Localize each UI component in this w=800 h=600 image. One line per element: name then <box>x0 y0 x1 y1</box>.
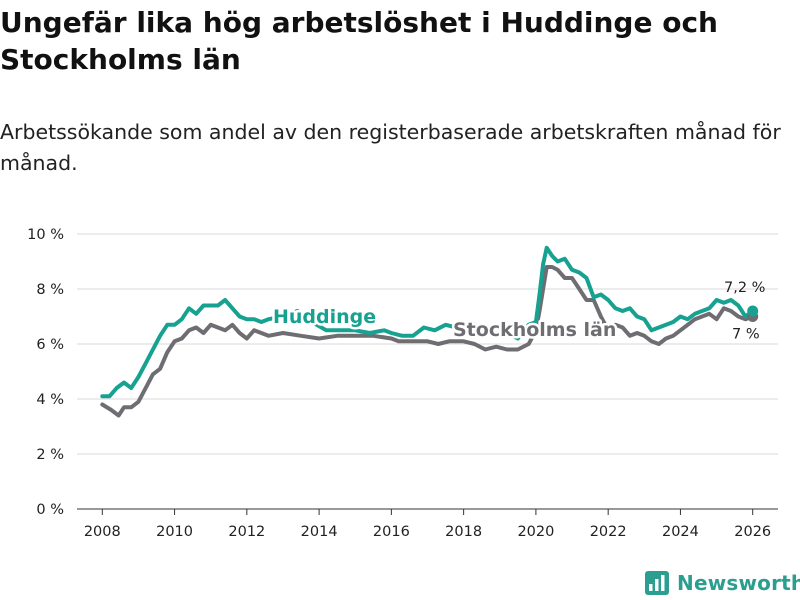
gridlines <box>77 233 778 455</box>
chart-title: Ungefär lika hög arbetslöshet i Huddinge… <box>0 6 718 76</box>
end-point-huddinge <box>747 305 759 317</box>
x-tick-label: 2010 <box>156 524 193 540</box>
x-tick-label: 2024 <box>662 524 699 540</box>
newsworthy-logo: Newsworthy <box>645 568 800 598</box>
x-tick-label: 2018 <box>445 524 482 540</box>
x-tick-label: 2012 <box>228 524 265 540</box>
x-tick-label: 2014 <box>301 524 338 540</box>
x-tick-label: 2020 <box>517 524 554 540</box>
y-tick-label: 2 % <box>36 447 64 463</box>
y-tick-label: 6 % <box>36 337 64 353</box>
end-value-stockholms-lan: 7 % <box>732 327 760 343</box>
y-axis: 0 % 2 % 4 % 6 % 8 % 10 % <box>27 227 64 518</box>
x-tick-label: 2026 <box>734 524 771 540</box>
y-tick-label: 10 % <box>27 227 64 243</box>
y-tick-label: 4 % <box>36 392 64 408</box>
line-stockholms-lan <box>100 265 755 418</box>
series-lines <box>100 245 759 418</box>
x-tick-label: 2016 <box>373 524 410 540</box>
x-axis: 2008 2010 2012 2014 2016 2018 2020 2022 2024 2026 <box>77 508 778 540</box>
y-tick-label: 0 % <box>36 502 64 518</box>
chart-subtitle: Arbetssökande som andel av den registerb… <box>0 120 781 175</box>
series-label-stockholms-lan: Stockholms län <box>453 319 616 341</box>
series-labels: Huddinge Stockholms län 7,2 % 7 % <box>271 280 766 344</box>
line-chart: 0 % 2 % 4 % 6 % 8 % 10 % 2008 2010 2012 2014 2016… <box>27 227 778 540</box>
x-tick-label: 2022 <box>590 524 627 540</box>
end-value-huddinge: 7,2 % <box>724 280 765 296</box>
brand-name: Newsworthy <box>677 571 800 595</box>
newsworthy-logo-icon <box>645 571 669 595</box>
x-tick-label: 2008 <box>84 524 121 540</box>
series-label-huddinge: Huddinge <box>273 306 376 328</box>
line-huddinge <box>100 245 755 399</box>
y-tick-label: 8 % <box>36 282 64 298</box>
